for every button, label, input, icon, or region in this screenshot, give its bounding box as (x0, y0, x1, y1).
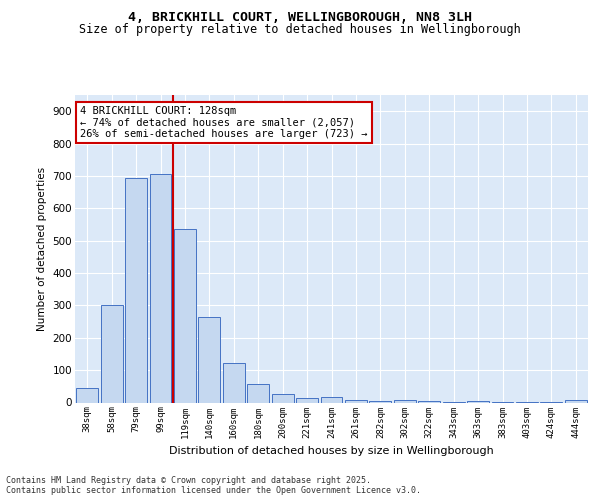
Bar (247, 384, 269, 402)
Text: 4 BRICKHILL COURT: 128sqm
← 74% of detached houses are smaller (2,057)
26% of se: 4 BRICKHILL COURT: 128sqm ← 74% of detac… (80, 106, 368, 139)
Bar (101, 306, 122, 402)
Bar (76, 388, 98, 402)
Bar (296, 398, 318, 402)
Bar (149, 174, 172, 402)
Bar (565, 400, 587, 402)
Text: 4, BRICKHILL COURT, WELLINGBOROUGH, NN8 3LH: 4, BRICKHILL COURT, WELLINGBOROUGH, NN8 … (128, 11, 472, 24)
Text: Size of property relative to detached houses in Wellingborough: Size of property relative to detached ho… (79, 22, 521, 36)
Y-axis label: Number of detached properties: Number of detached properties (37, 166, 47, 331)
Bar (199, 316, 220, 402)
Text: Contains HM Land Registry data © Crown copyright and database right 2025.
Contai: Contains HM Land Registry data © Crown c… (6, 476, 421, 495)
Bar (467, 400, 489, 402)
Bar (223, 363, 245, 403)
Bar (370, 401, 391, 402)
Bar (320, 396, 343, 402)
Bar (345, 400, 367, 402)
Bar (174, 228, 196, 402)
Bar (418, 401, 440, 402)
X-axis label: Distribution of detached houses by size in Wellingborough: Distribution of detached houses by size … (169, 446, 494, 456)
Bar (394, 400, 416, 402)
Bar (272, 394, 293, 402)
Bar (125, 178, 147, 402)
